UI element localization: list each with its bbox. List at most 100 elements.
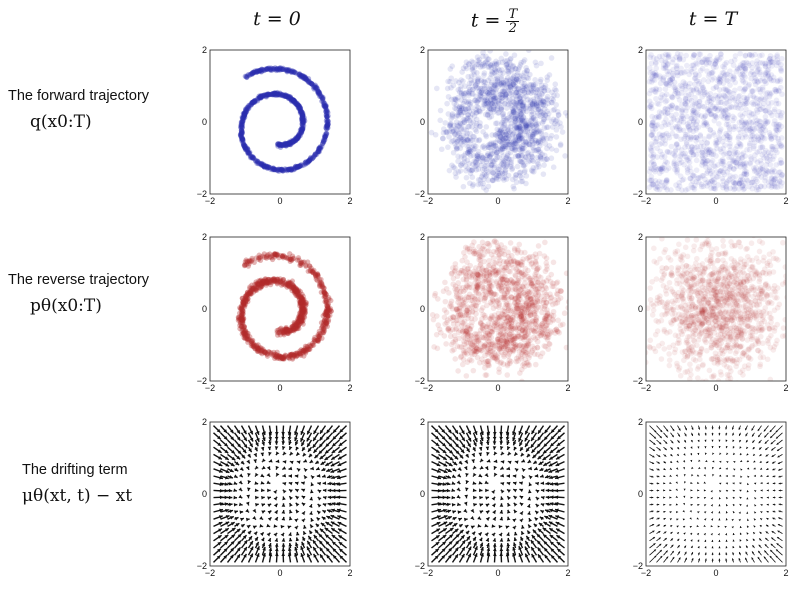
scatter-point bbox=[452, 140, 458, 147]
scatter-point bbox=[277, 91, 283, 97]
scatter-point bbox=[537, 149, 544, 155]
scatter-point bbox=[514, 138, 521, 145]
scatter-point bbox=[670, 72, 677, 79]
scatter-point bbox=[502, 169, 509, 175]
scatter-point bbox=[502, 101, 508, 107]
scatter-point bbox=[311, 153, 317, 159]
scatter-point bbox=[523, 108, 530, 115]
scatter-point bbox=[245, 147, 251, 153]
scatter-point bbox=[503, 51, 509, 57]
scatter-point bbox=[504, 61, 510, 67]
scatter-point bbox=[267, 166, 274, 172]
scatter-point bbox=[263, 163, 269, 169]
scatter-point bbox=[494, 174, 500, 180]
scatter-point bbox=[700, 183, 707, 190]
scatter-point bbox=[491, 86, 497, 92]
scatter-point bbox=[473, 82, 479, 89]
scatter-point bbox=[454, 145, 461, 151]
scatter-point bbox=[520, 114, 527, 121]
scatter-point bbox=[287, 141, 293, 147]
scatter-point bbox=[324, 118, 330, 125]
scatter-point bbox=[252, 97, 258, 104]
scatter-point bbox=[527, 99, 533, 106]
scatter-point bbox=[324, 116, 330, 122]
scatter-point bbox=[294, 134, 300, 140]
scatter-point bbox=[497, 128, 504, 135]
scatter-point bbox=[505, 124, 511, 130]
scatter-point bbox=[271, 167, 277, 173]
scatter-point bbox=[768, 175, 775, 181]
scatter-point bbox=[747, 92, 754, 99]
scatter-point bbox=[270, 166, 276, 172]
scatter-point bbox=[710, 151, 716, 158]
scatter-point bbox=[498, 149, 505, 155]
scatter-point bbox=[307, 80, 314, 86]
scatter-point bbox=[779, 172, 785, 178]
scatter-point bbox=[504, 67, 511, 74]
scatter-point bbox=[758, 97, 764, 103]
scatter-point bbox=[648, 147, 654, 153]
scatter-point bbox=[277, 142, 283, 148]
scatter-point bbox=[288, 97, 294, 103]
scatter-point bbox=[492, 95, 499, 101]
scatter-point bbox=[241, 114, 247, 120]
scatter-point bbox=[526, 125, 532, 132]
scatter-point bbox=[509, 66, 516, 73]
scatter-point bbox=[721, 171, 728, 178]
scatter-point bbox=[474, 98, 480, 105]
scatter-point bbox=[518, 106, 525, 113]
scatter-point bbox=[710, 103, 716, 110]
scatter-point bbox=[480, 180, 486, 187]
scatter-point bbox=[464, 143, 470, 149]
scatter-point bbox=[746, 118, 753, 125]
scatter-point bbox=[297, 105, 304, 111]
scatter-point bbox=[455, 87, 462, 93]
scatter-point bbox=[701, 87, 707, 93]
scatter-point bbox=[691, 52, 698, 58]
scatter-point bbox=[523, 180, 529, 187]
scatter-point bbox=[478, 89, 485, 96]
scatter-point bbox=[513, 102, 520, 109]
scatter-point bbox=[315, 89, 321, 95]
scatter-point bbox=[658, 97, 665, 104]
scatter-point bbox=[515, 153, 521, 159]
scatter-point bbox=[530, 133, 536, 140]
scatter-point bbox=[299, 72, 305, 79]
scatter-point bbox=[505, 135, 511, 142]
scatter-point bbox=[322, 309, 328, 316]
scatter-point bbox=[264, 164, 270, 170]
scatter-point bbox=[530, 144, 536, 151]
scatter-point bbox=[511, 52, 518, 58]
scatter-point bbox=[541, 84, 548, 91]
scatter-point bbox=[523, 123, 530, 129]
scatter-point bbox=[757, 77, 764, 84]
scatter-point bbox=[490, 140, 497, 146]
scatter-point bbox=[240, 311, 246, 317]
scatter-point bbox=[469, 65, 476, 71]
scatter-point bbox=[549, 118, 555, 125]
scatter-point bbox=[296, 164, 302, 170]
scatter-point bbox=[293, 137, 299, 144]
scatter-point bbox=[322, 134, 329, 140]
scatter-point bbox=[450, 137, 456, 144]
scatter-point bbox=[278, 142, 285, 149]
scatter-point bbox=[445, 93, 452, 100]
scatter-point bbox=[535, 243, 542, 249]
scatter-point bbox=[649, 131, 655, 138]
scatter-point bbox=[553, 134, 560, 140]
scatter-point bbox=[264, 92, 270, 98]
scatter-point bbox=[753, 164, 759, 171]
scatter-point bbox=[515, 66, 522, 72]
scatter-point bbox=[447, 122, 453, 129]
scatter-point bbox=[750, 88, 756, 94]
scatter-point bbox=[534, 93, 540, 100]
scatter-point bbox=[520, 95, 527, 101]
scatter-point bbox=[241, 111, 247, 118]
scatter-point bbox=[657, 141, 663, 148]
scatter-point bbox=[286, 93, 292, 99]
scatter-point bbox=[765, 168, 772, 175]
scatter-point bbox=[494, 146, 500, 153]
scatter-point bbox=[241, 141, 247, 148]
scatter-point bbox=[320, 95, 326, 102]
scatter-point bbox=[296, 105, 302, 111]
